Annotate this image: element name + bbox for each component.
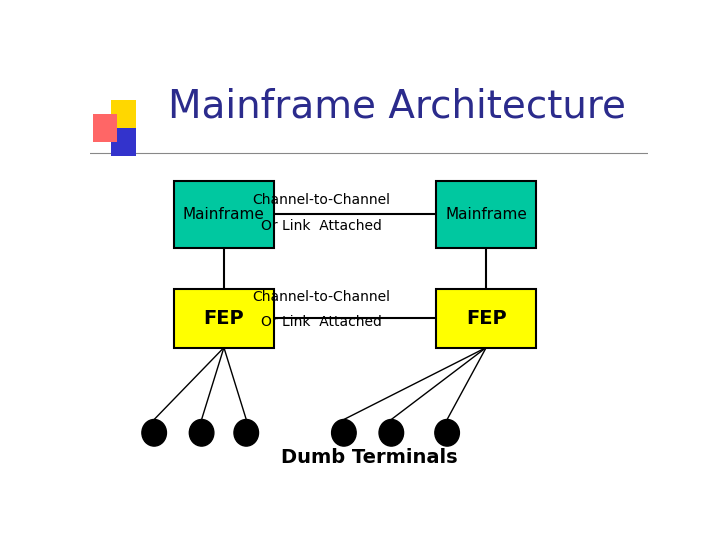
Ellipse shape — [379, 420, 404, 446]
FancyBboxPatch shape — [436, 289, 536, 348]
Ellipse shape — [234, 420, 258, 446]
Text: Mainframe: Mainframe — [183, 207, 265, 222]
Ellipse shape — [189, 420, 214, 446]
FancyBboxPatch shape — [111, 100, 136, 128]
Text: Or Link  Attached: Or Link Attached — [261, 219, 382, 233]
FancyBboxPatch shape — [174, 289, 274, 348]
FancyBboxPatch shape — [93, 114, 117, 142]
Text: Channel-to-Channel: Channel-to-Channel — [253, 290, 390, 304]
Text: Mainframe Architecture: Mainframe Architecture — [168, 87, 626, 125]
FancyBboxPatch shape — [174, 181, 274, 248]
FancyBboxPatch shape — [111, 128, 136, 156]
Ellipse shape — [332, 420, 356, 446]
Ellipse shape — [142, 420, 166, 446]
Text: FEP: FEP — [466, 309, 506, 328]
Text: Mainframe: Mainframe — [445, 207, 527, 222]
Text: Or Link  Attached: Or Link Attached — [261, 315, 382, 329]
Text: FEP: FEP — [204, 309, 244, 328]
Text: Dumb Terminals: Dumb Terminals — [281, 448, 457, 467]
FancyBboxPatch shape — [436, 181, 536, 248]
Text: Channel-to-Channel: Channel-to-Channel — [253, 193, 390, 207]
Ellipse shape — [435, 420, 459, 446]
